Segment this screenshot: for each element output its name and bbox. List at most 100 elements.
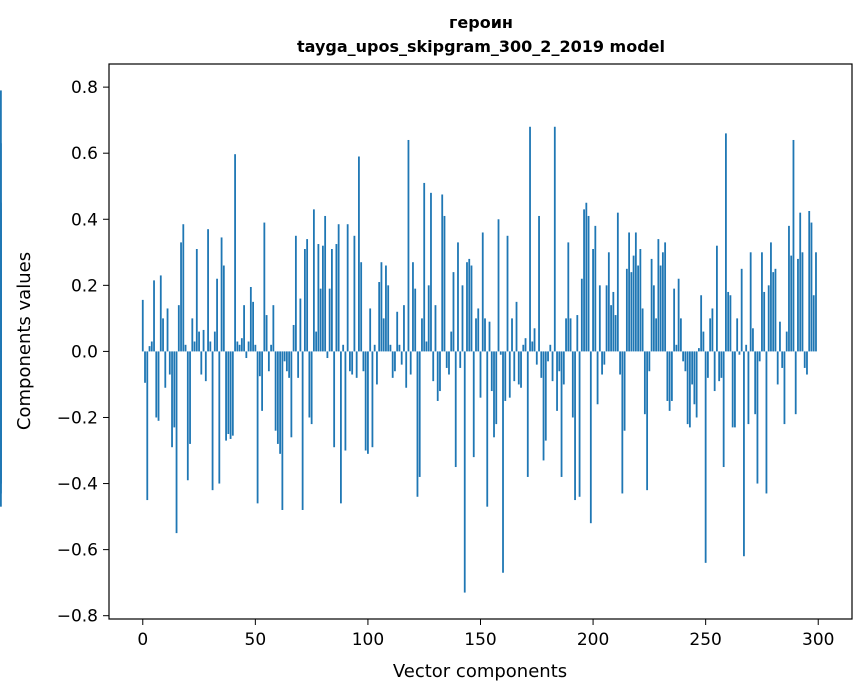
bar xyxy=(463,351,466,593)
y-tick-label: −0.2 xyxy=(57,408,98,428)
bar xyxy=(803,351,806,368)
bar xyxy=(274,351,277,431)
bar xyxy=(376,351,378,385)
bar xyxy=(646,351,649,491)
bar xyxy=(430,192,432,352)
bar xyxy=(306,239,309,352)
bar xyxy=(799,212,802,352)
bar xyxy=(688,351,691,428)
bar xyxy=(686,351,689,425)
bar xyxy=(711,308,714,352)
chart-title: героин xyxy=(449,13,513,32)
bar xyxy=(186,351,189,481)
bar xyxy=(616,212,619,352)
chart-subtitle: tayga_upos_skipgram_300_2_2019 model xyxy=(297,37,665,56)
bar xyxy=(369,308,372,352)
bar xyxy=(321,245,324,352)
bar xyxy=(605,285,608,352)
bar xyxy=(630,272,633,352)
bar xyxy=(270,344,273,352)
bar xyxy=(716,245,718,352)
bar xyxy=(355,351,358,378)
bar xyxy=(770,242,772,352)
y-tick-label: −0.4 xyxy=(57,475,98,495)
bar xyxy=(700,295,703,352)
bar xyxy=(560,351,563,477)
bar xyxy=(747,351,750,425)
bar xyxy=(533,328,536,352)
bar xyxy=(193,341,196,352)
bar xyxy=(267,351,270,372)
bar xyxy=(450,331,453,352)
bar xyxy=(418,351,421,477)
bar xyxy=(641,308,644,352)
bar xyxy=(258,351,261,377)
bar xyxy=(342,344,345,352)
x-tick-label: 100 xyxy=(352,630,384,650)
bar xyxy=(524,338,527,352)
bar xyxy=(367,351,369,454)
bar xyxy=(276,351,279,444)
bar xyxy=(436,351,439,401)
bar xyxy=(162,318,164,352)
bar xyxy=(218,351,221,484)
bar xyxy=(679,318,682,352)
bar xyxy=(583,209,585,352)
bar xyxy=(427,285,430,352)
bar xyxy=(517,351,520,385)
bar xyxy=(691,351,694,385)
bar xyxy=(177,305,180,352)
bar xyxy=(387,285,390,352)
y-tick-label: −0.8 xyxy=(57,607,98,627)
bar xyxy=(497,219,500,352)
bar xyxy=(544,351,547,441)
bar xyxy=(670,351,673,401)
bar xyxy=(752,328,754,352)
bar xyxy=(209,341,212,352)
bar xyxy=(389,344,392,352)
bar xyxy=(319,288,322,352)
bar xyxy=(628,232,630,352)
bar xyxy=(758,351,761,362)
bar xyxy=(157,351,160,421)
bar xyxy=(743,351,745,557)
bar xyxy=(231,351,234,436)
bar xyxy=(310,351,313,425)
bar xyxy=(285,351,288,372)
bar xyxy=(734,351,736,428)
bar xyxy=(488,321,491,352)
bar xyxy=(171,351,173,448)
bar xyxy=(565,318,567,352)
bar xyxy=(299,298,302,352)
bar xyxy=(182,224,185,352)
bar xyxy=(574,351,576,501)
bar xyxy=(331,249,333,352)
bar xyxy=(540,351,543,378)
bar xyxy=(788,225,790,352)
bar xyxy=(468,258,471,352)
bar xyxy=(454,351,457,468)
bar xyxy=(245,351,248,359)
bar xyxy=(265,315,268,352)
bar xyxy=(249,286,252,352)
bar xyxy=(146,351,149,501)
bar xyxy=(225,351,227,441)
bar xyxy=(292,324,295,352)
bar xyxy=(191,318,194,352)
bar xyxy=(364,351,367,451)
bar xyxy=(416,351,419,497)
bar xyxy=(484,318,486,352)
bar xyxy=(283,351,286,362)
bar xyxy=(794,351,797,415)
bar xyxy=(614,315,617,352)
bar xyxy=(0,235,2,352)
bar xyxy=(432,351,435,382)
bar xyxy=(382,318,385,352)
bar xyxy=(189,351,191,444)
bar xyxy=(765,351,768,494)
bar xyxy=(569,318,572,352)
bar xyxy=(682,351,685,362)
bar xyxy=(736,318,739,352)
bar xyxy=(328,288,331,352)
